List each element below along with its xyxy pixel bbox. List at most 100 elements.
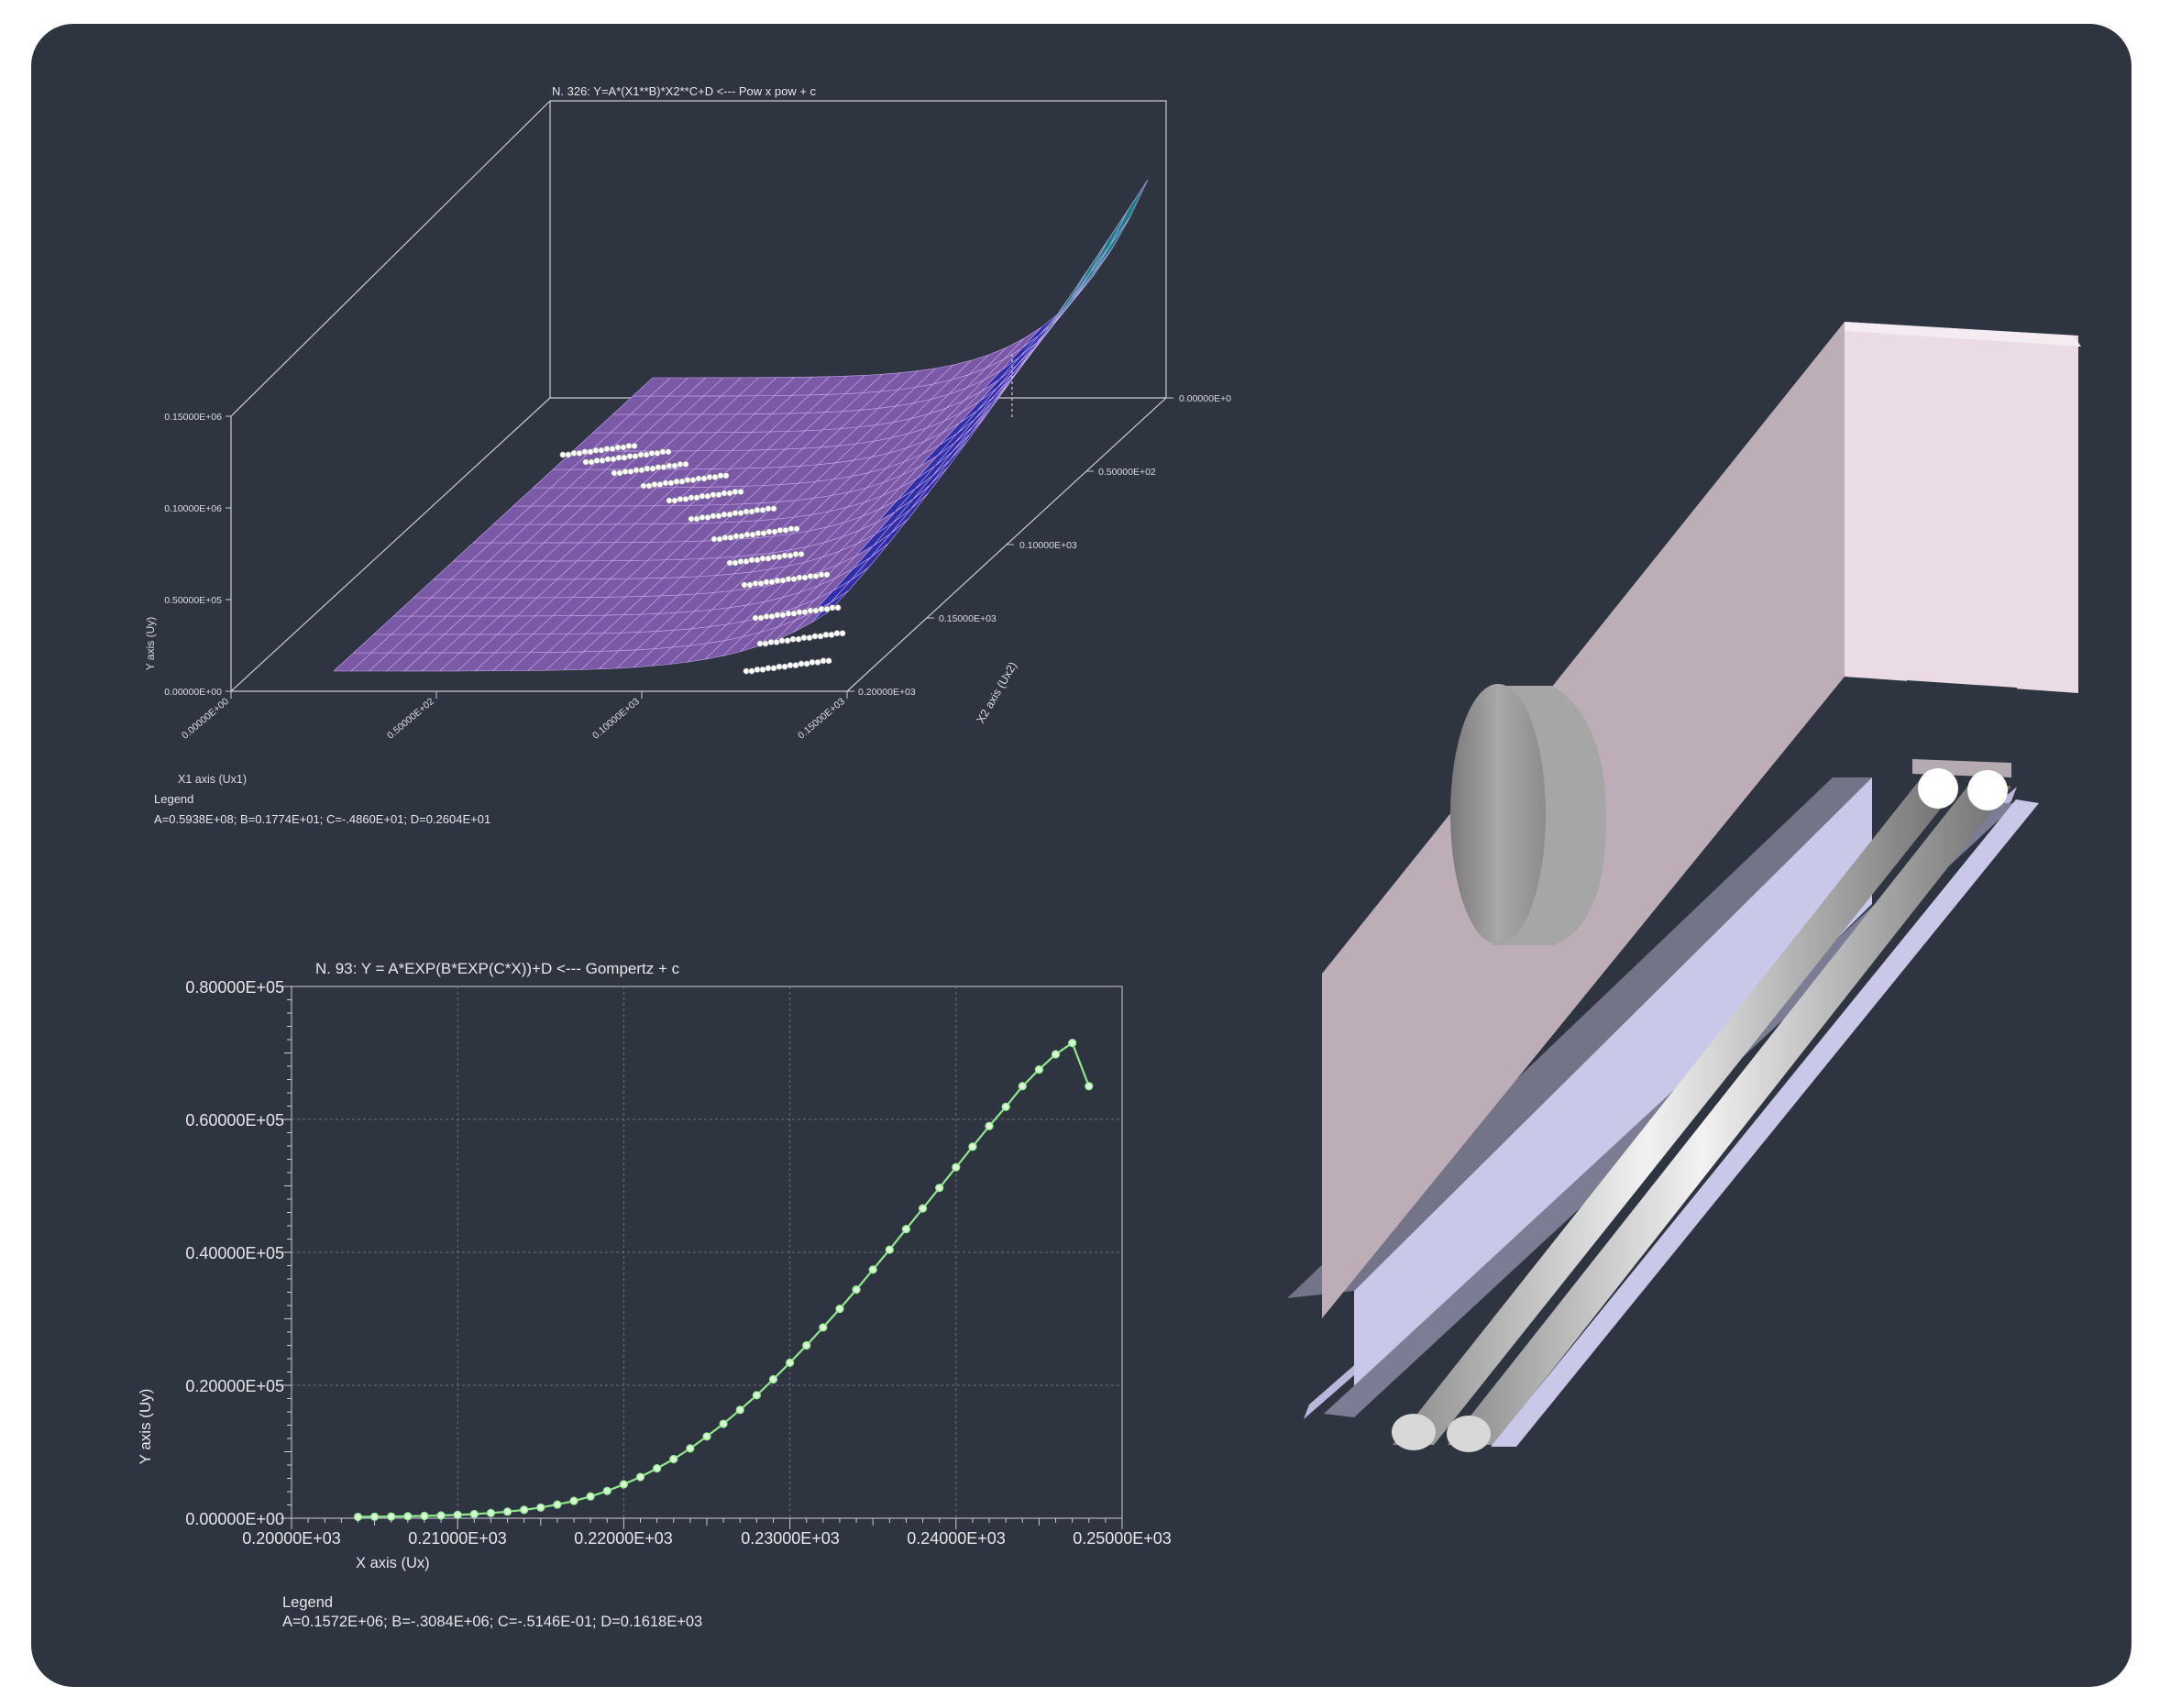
surface-data-point	[603, 446, 611, 453]
surface-data-point	[770, 554, 777, 561]
data-point	[918, 1204, 928, 1213]
line-chart-title: N. 93: Y = A*EXP(B*EXP(C*X))+D <--- Gomp…	[315, 960, 680, 977]
surface-x1-axis-label: X1 axis (Ux1)	[178, 773, 247, 786]
surface-cell	[1092, 216, 1130, 275]
surface-data-point	[693, 515, 700, 523]
model-notch	[1907, 680, 2017, 763]
surface-data-point	[754, 506, 761, 513]
surface-data-point	[766, 528, 773, 535]
surface-data-point	[711, 473, 719, 480]
surface-data-point	[666, 462, 673, 469]
surface-data-point	[644, 465, 651, 472]
surface-cell	[1021, 312, 1060, 349]
surface-data-point	[737, 557, 744, 565]
surface-data-point	[773, 638, 780, 645]
surface-data-point	[768, 612, 776, 620]
y-tick-label: 0.00000E+00	[185, 1510, 284, 1528]
model-rod-2	[1448, 777, 2011, 1445]
surface-data-point	[790, 610, 798, 617]
x2-tick-label: 0.10000E+03	[1019, 540, 1077, 551]
data-point	[469, 1509, 479, 1519]
surface-data-point	[651, 480, 658, 488]
surface-data-point	[699, 513, 706, 521]
surface-data-point	[798, 550, 805, 557]
surface-data-point	[570, 449, 578, 457]
model-side-face	[1845, 322, 2078, 693]
model-top-edge	[1845, 322, 2081, 347]
surface-data-point	[704, 492, 711, 500]
data-point	[785, 1358, 795, 1367]
data-point	[536, 1503, 545, 1512]
surface-data-point	[759, 666, 766, 673]
surface-data-point	[616, 469, 623, 477]
surface-data-point	[699, 492, 706, 500]
data-point	[403, 1512, 413, 1521]
surface-data-point	[757, 614, 765, 622]
model-rail	[1491, 799, 2039, 1447]
data-point	[952, 1163, 961, 1172]
surface-data-point	[779, 612, 787, 619]
surface-data-point	[812, 607, 820, 614]
surface-data-point	[732, 510, 739, 517]
surface-data-point	[752, 579, 759, 587]
line-y-axis-label: Y axis (Uy)	[137, 1389, 154, 1465]
surface-data-point	[777, 526, 784, 534]
y-tick-label: 0.20000E+05	[185, 1377, 284, 1395]
surface-data-point	[748, 667, 755, 675]
surface-data-point	[592, 446, 600, 454]
surface-data-point	[621, 454, 628, 461]
data-point	[985, 1121, 994, 1130]
surface-data-point	[700, 475, 708, 482]
data-point	[719, 1419, 728, 1428]
data-point	[752, 1391, 761, 1400]
surface-data-point	[762, 640, 769, 647]
surface-data-point	[666, 497, 673, 504]
surface-data-point	[781, 552, 788, 559]
x-tick-label: 0.20000E+03	[242, 1529, 341, 1548]
data-point	[868, 1265, 877, 1274]
surface-data-point	[722, 472, 730, 479]
data-point	[702, 1432, 711, 1441]
data-point	[1001, 1102, 1010, 1111]
surface-data-point	[774, 577, 781, 584]
surface-data-point	[748, 556, 755, 564]
data-point	[768, 1374, 778, 1384]
surface-data-point	[790, 576, 798, 583]
surface-data-point	[787, 552, 794, 559]
surface-data-point	[763, 579, 770, 586]
surface-data-point	[811, 633, 819, 640]
surface-data-point	[814, 658, 821, 666]
surface-data-point	[671, 462, 678, 469]
surface-data-point	[710, 491, 717, 499]
surface-data-point	[717, 472, 724, 479]
surface-data-point	[632, 453, 639, 460]
surface-data-point	[643, 451, 650, 458]
surface-data-point	[771, 528, 778, 535]
surface-data-point	[795, 635, 802, 643]
surface-data-point	[768, 579, 776, 586]
surface-data-point	[627, 468, 634, 475]
surface-data-point	[800, 634, 808, 642]
surface-data-point	[633, 467, 640, 474]
data-point	[1051, 1050, 1061, 1059]
surface-data-point	[655, 464, 662, 471]
surface-data-point	[726, 559, 733, 567]
surface-data-point	[625, 442, 633, 449]
surface-data-point	[784, 637, 791, 645]
line-legend-title: Legend	[282, 1594, 333, 1611]
surface-data-point	[565, 451, 572, 458]
x-tick-label: 0.24000E+03	[907, 1529, 1006, 1548]
surface-data-point	[833, 630, 841, 637]
surface-data-point	[710, 512, 717, 520]
surface-data-point	[688, 515, 695, 523]
surface-data-point	[656, 480, 664, 488]
surface-data-point	[645, 482, 653, 490]
surface-data-point	[781, 663, 788, 670]
surface-data-point	[704, 513, 711, 521]
surface-data-point	[749, 531, 756, 538]
surface-data-point	[615, 454, 622, 461]
series-points	[353, 1039, 1094, 1522]
surface-data-point	[648, 449, 655, 457]
data-point	[370, 1512, 380, 1522]
data-point	[602, 1486, 611, 1495]
